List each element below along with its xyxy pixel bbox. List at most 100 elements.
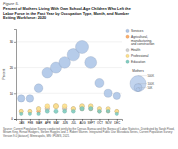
- size-legend-title: Mothers: [132, 69, 144, 73]
- size-legend-label: 50K: [148, 86, 153, 90]
- x-tick: NOV: [106, 119, 112, 125]
- legend-item: Services: [126, 29, 144, 33]
- bubble: [115, 112, 118, 115]
- bubble: [20, 112, 23, 115]
- x-tick: SEPT: [88, 119, 96, 125]
- bubble: [54, 104, 59, 109]
- legend-swatch: [126, 29, 129, 32]
- bubble: [98, 109, 102, 113]
- grid: [16, 42, 122, 119]
- legend-label: Services: [131, 29, 144, 33]
- legend-label-line: and construction: [131, 42, 155, 46]
- x-axis: JANFEBMARAPRMAYJUNJULAUGSEPTOCTNOVDEC: [17, 119, 123, 125]
- bubble: [26, 95, 33, 102]
- x-tick-label: JAN: [19, 121, 24, 125]
- bubble: [106, 109, 110, 113]
- bubble: [76, 40, 89, 53]
- bubble: [85, 57, 97, 69]
- chart: Figure 5.Percent of Mothers Living With …: [0, 0, 178, 149]
- bubble: [45, 109, 49, 113]
- series: [19, 104, 118, 113]
- x-tick: MAY: [54, 119, 60, 125]
- x-tick: JAN: [19, 119, 24, 125]
- bubble: [71, 109, 75, 113]
- y-tick-label: 30: [10, 40, 14, 44]
- bubble: [36, 107, 40, 111]
- legend-swatch: [126, 49, 129, 52]
- y-axis-line: [14, 30, 17, 120]
- marks: [18, 40, 121, 115]
- x-tick-label: JUL: [71, 121, 76, 125]
- legend-item: Agricultural,manufacturing,and construct…: [126, 35, 155, 47]
- bubble: [80, 107, 84, 111]
- y-tick-mark: [14, 68, 16, 69]
- title-line: Labor Force in the Past Year by Occupati…: [3, 12, 130, 16]
- title-line: Exiting Workforce: 2020: [3, 16, 46, 20]
- x-tick: FEB: [28, 119, 34, 125]
- grid-line: [16, 67, 122, 68]
- y-tick-label: 0: [11, 117, 13, 121]
- legend-label: Agricultural,manufacturing,and construct…: [131, 35, 155, 47]
- bubble: [34, 84, 43, 93]
- grid-line: [16, 41, 122, 42]
- x-tick: JUN: [62, 119, 67, 125]
- legend-swatch: [126, 35, 129, 38]
- legend-item: Education: [126, 60, 146, 64]
- bubble: [106, 110, 109, 113]
- y-axis-title: Percent: [2, 68, 6, 79]
- size-legend-label: 100K: [148, 82, 155, 86]
- y-tick-mark: [14, 119, 16, 120]
- series: [18, 40, 121, 102]
- x-tick: DEC: [114, 119, 120, 125]
- legend-label-line: Services: [131, 29, 144, 33]
- bubble: [37, 112, 40, 115]
- x-tick: OCT: [97, 119, 103, 125]
- size-legend-label: 500K: [148, 74, 155, 78]
- legend-label: Professional: [131, 54, 149, 58]
- y-tick-mark: [14, 93, 16, 94]
- size-legend-leader: [138, 87, 147, 88]
- x-tick-label: AUG: [80, 121, 86, 125]
- y-tick: 20: [10, 66, 16, 70]
- bubble: [54, 104, 59, 109]
- bubble: [36, 107, 40, 111]
- y-tick-label: 10: [10, 92, 14, 96]
- bubble: [18, 95, 25, 102]
- legend-swatch: [126, 60, 129, 63]
- bubble: [80, 107, 84, 111]
- bubble: [62, 104, 67, 109]
- figure-label: Figure 5.: [3, 1, 19, 6]
- x-tick-label: APR: [45, 121, 51, 125]
- x-tick-label: OCT: [97, 121, 103, 125]
- bubble: [89, 107, 93, 111]
- bubble: [113, 92, 120, 99]
- title-line: Percent of Mothers Living With Own Schoo…: [3, 7, 131, 11]
- legend-label-line: Health: [131, 48, 140, 52]
- y-tick: 30: [10, 40, 16, 44]
- x-tick: AUG: [80, 119, 86, 125]
- legend-item: Professional: [126, 54, 149, 58]
- legend-item: Health: [126, 48, 141, 52]
- bubble: [63, 109, 67, 113]
- x-tick: JUL: [71, 119, 76, 125]
- x-tick-label: DEC: [114, 121, 120, 125]
- series: [19, 104, 119, 114]
- bubble: [89, 107, 93, 111]
- title: Percent of Mothers Living With Own Schoo…: [3, 7, 131, 20]
- legend-swatch: [126, 54, 129, 57]
- series: [20, 104, 119, 113]
- x-tick-label: FEB: [28, 121, 34, 125]
- legend-label-line: Education: [131, 60, 145, 64]
- legend-label: Education: [131, 60, 145, 64]
- size-legend: Mothers 50K100K 500K: [130, 69, 154, 92]
- x-tick-label: MAY: [54, 121, 60, 125]
- legend-label: Health: [131, 48, 140, 52]
- x-tick-label: NOV: [106, 121, 112, 125]
- source: Source: Current Population Survey conduc…: [3, 127, 175, 138]
- bubble: [95, 78, 104, 87]
- y-tick-mark: [14, 42, 16, 43]
- y-tick-label: 20: [10, 66, 14, 70]
- y-axis: 0 10 20 30: [10, 30, 17, 122]
- bubble: [45, 104, 50, 109]
- bubble: [54, 109, 58, 113]
